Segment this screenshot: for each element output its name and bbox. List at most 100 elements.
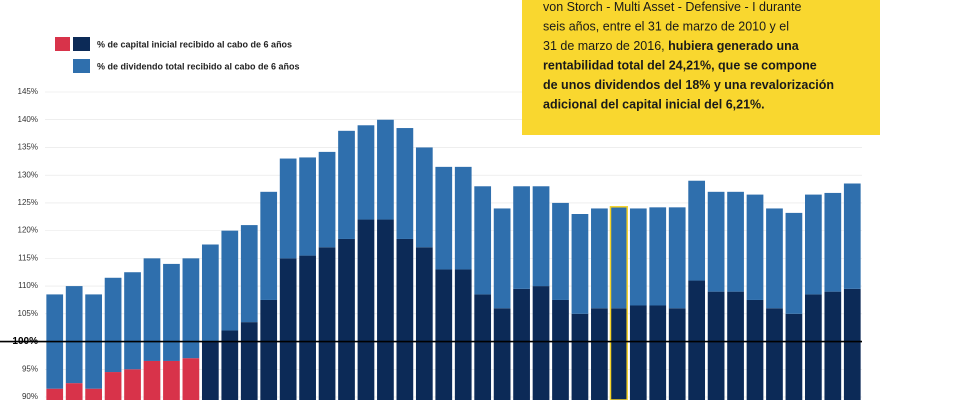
bar-segment <box>201 244 219 342</box>
bar-segment <box>240 225 258 323</box>
annotation-text: von Storch - Multi Asset - Defensive - I… <box>543 0 801 14</box>
bar-segment <box>104 372 122 400</box>
bar-segment <box>591 208 608 309</box>
bar-segment <box>279 158 297 259</box>
bar-segment <box>805 294 822 400</box>
y-tick-label: 120% <box>18 226 38 235</box>
bar-segment <box>221 330 239 400</box>
bar-segment <box>766 208 783 309</box>
bar-segment <box>707 291 725 400</box>
bar-segment <box>279 258 297 400</box>
bar-segment <box>785 212 803 314</box>
bar-segment <box>532 286 550 400</box>
bar-segment <box>318 151 336 248</box>
annotation-segment: rentabilidad total del 24,21%, que se co… <box>543 59 817 73</box>
bar-segment <box>454 269 472 400</box>
bar-segment <box>824 291 842 400</box>
annotation-segment: de unos dividendos del 18% y una revalor… <box>543 78 834 92</box>
annotation-segment: von Storch - Multi Asset - Defensive - I… <box>543 0 801 14</box>
bar-segment <box>377 119 394 220</box>
bar-segment <box>552 299 569 400</box>
y-tick-label: 125% <box>18 198 38 207</box>
bar-segment <box>727 291 744 400</box>
bar-segment <box>338 238 355 400</box>
bar-segment <box>396 128 414 239</box>
bar-segment <box>513 288 530 400</box>
y-tick-label: 110% <box>18 281 38 290</box>
legend-swatch <box>73 59 90 73</box>
bar-segment <box>182 258 200 359</box>
bar-segment <box>843 183 861 289</box>
bar-segment <box>65 286 83 384</box>
bar-segment <box>571 313 589 400</box>
bar-segment <box>707 191 725 292</box>
bar-segment <box>571 214 589 314</box>
bar-segment <box>668 207 686 309</box>
bar-segment <box>299 255 316 400</box>
bar-segment <box>649 207 667 306</box>
bar-segment <box>104 277 122 373</box>
y-tick-label: 105% <box>18 309 38 318</box>
bar-segment <box>610 308 628 400</box>
legend-label: % de dividendo total recibido al cabo de… <box>97 61 300 71</box>
bar-segment <box>629 305 647 400</box>
y-tick-label: 90% <box>22 392 38 400</box>
annotation-text: adicional del capital inicial del 6,21%. <box>543 98 765 112</box>
bar-segment <box>552 202 569 300</box>
highlight-outline <box>609 206 628 400</box>
bar-segment <box>435 166 453 270</box>
y-tick-label: 140% <box>18 115 38 124</box>
y-tick-label: 135% <box>18 143 38 152</box>
bar-segment <box>513 186 530 289</box>
bar-segment <box>474 186 492 295</box>
annotation-text: seis años, entre el 31 de marzo de 2010 … <box>543 20 789 34</box>
bar-segment <box>415 247 433 400</box>
bar-segment <box>260 299 278 400</box>
bar-segment <box>785 313 803 400</box>
bar-segment <box>610 206 628 309</box>
y-tick-label: 145% <box>18 87 38 96</box>
annotation-box <box>522 0 880 135</box>
bar-segment <box>318 247 336 400</box>
bar-segment <box>474 294 492 400</box>
bar-segment <box>435 269 453 400</box>
y-tick-label: 130% <box>18 170 38 179</box>
bar-segment <box>493 308 511 400</box>
bar-segment <box>338 130 355 239</box>
bar-segment <box>143 360 161 400</box>
bar-segment <box>629 208 647 306</box>
bar-segment <box>124 369 141 400</box>
bar-segment <box>163 360 180 400</box>
bar-segment <box>357 219 375 400</box>
bar-segment <box>746 299 764 400</box>
bar-segment <box>143 258 161 361</box>
y-tick-label: 115% <box>18 253 38 262</box>
bar-segment <box>493 208 511 309</box>
annotation-text: rentabilidad total del 24,21%, que se co… <box>543 59 817 73</box>
bar-segment <box>357 125 375 220</box>
legend-swatch <box>55 37 70 51</box>
bar-segment <box>766 308 783 400</box>
bar-segment <box>182 358 200 400</box>
bar-segment <box>124 272 141 370</box>
bar-segment <box>649 305 667 400</box>
annotation-segment: hubiera generado una <box>668 39 800 53</box>
bar-segment <box>163 263 180 361</box>
bar-segment <box>843 288 861 400</box>
bar-segment <box>201 341 219 400</box>
legend-label: % de capital inicial recibido al cabo de… <box>97 39 292 49</box>
bar-segment <box>746 194 764 300</box>
annotation-segment: adicional del capital inicial del 6,21%. <box>543 98 765 112</box>
bar-segment <box>532 186 550 287</box>
bar-segment <box>260 191 278 300</box>
bar-segment <box>454 166 472 270</box>
bar-segment <box>65 383 83 400</box>
bar-segment <box>396 238 414 400</box>
annotation-segment: 31 de marzo de 2016, <box>543 39 668 53</box>
bar-segment <box>377 219 394 400</box>
bar-segment <box>240 322 258 400</box>
bar-segment <box>415 147 433 248</box>
bar-segment <box>299 157 316 256</box>
bar-segment <box>727 191 744 292</box>
